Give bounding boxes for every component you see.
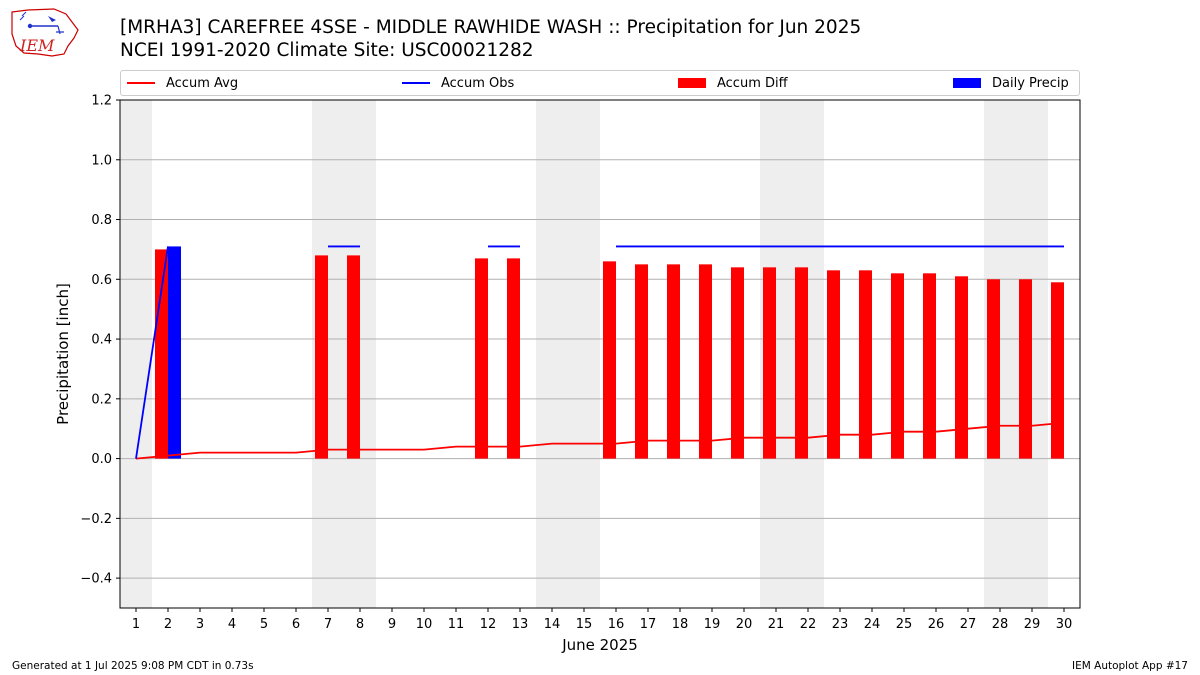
x-tick-label: 12 (480, 617, 497, 632)
x-axis-label: June 2025 (561, 636, 638, 654)
x-tick-label: 10 (416, 617, 433, 632)
accum-obs-line (135, 246, 169, 459)
y-tick-label: 0.4 (91, 333, 112, 348)
weekend-shade (120, 100, 152, 608)
legend-label-accum-diff: Accum Diff (717, 75, 788, 91)
x-tick-label: 1 (132, 617, 140, 632)
iem-logo: IEM (11, 8, 79, 57)
chart-title: [MRHA3] CAREFREE 4SSE - MIDDLE RAWHIDE W… (120, 17, 862, 38)
footer-generated: Generated at 1 Jul 2025 9:08 PM CDT in 0… (12, 660, 254, 672)
x-tick-label: 24 (864, 617, 881, 632)
x-tick-label: 22 (800, 617, 817, 632)
legend-swatch-accum-diff (678, 78, 706, 88)
accum-diff-bar (315, 255, 328, 459)
accum-diff-bar (923, 273, 936, 459)
x-tick-label: 17 (640, 617, 657, 632)
accum-diff-bar (987, 279, 1000, 459)
accum-diff-bar (603, 261, 616, 459)
x-tick-label: 5 (260, 617, 268, 632)
logo-text: IEM (19, 36, 55, 55)
x-tick-label: 4 (228, 617, 236, 632)
x-tick-label: 21 (768, 617, 785, 632)
x-tick-label: 23 (832, 617, 849, 632)
accum-diff-bar (155, 249, 168, 459)
legend-item-daily-precip: Daily Precip (953, 71, 1069, 95)
plot-frame (119, 99, 1081, 609)
legend-item-accum-diff: Accum Diff (678, 71, 788, 95)
accum-diff-bar (1051, 282, 1064, 459)
y-tick-label: 0.8 (91, 213, 112, 228)
x-tick-label: 9 (388, 617, 396, 632)
legend-swatch-daily-precip (953, 78, 981, 88)
x-tick-label: 7 (324, 617, 332, 632)
y-tick-label: 0.0 (91, 452, 112, 467)
legend-label-accum-obs: Accum Obs (441, 75, 515, 91)
legend-swatch-accum-obs (402, 82, 430, 84)
x-tick-label: 29 (1024, 617, 1041, 632)
accum-avg-line (135, 421, 1065, 460)
x-tick-label: 16 (608, 617, 625, 632)
y-axis-label: Precipitation [inch] (54, 283, 72, 425)
accum-diff-bar (507, 258, 520, 459)
footer-app: IEM Autoplot App #17 (1072, 660, 1188, 672)
x-tick-label: 30 (1056, 617, 1073, 632)
accum-diff-bar (731, 267, 744, 459)
accum-diff-bar (763, 267, 776, 459)
x-tick-label: 2 (164, 617, 172, 632)
x-tick-label: 20 (736, 617, 753, 632)
accum-diff-bar (475, 258, 488, 459)
x-tick-label: 25 (896, 617, 913, 632)
x-tick-label: 28 (992, 617, 1009, 632)
x-tick-label: 18 (672, 617, 689, 632)
x-tick-label: 27 (960, 617, 977, 632)
x-tick-label: 26 (928, 617, 945, 632)
accum-diff-bar (955, 276, 968, 459)
x-tick-label: 6 (292, 617, 300, 632)
accum-diff-bar (699, 264, 712, 459)
x-tick-label: 3 (196, 617, 204, 632)
x-tick-label: 14 (544, 617, 561, 632)
chart-subtitle: NCEI 1991-2020 Climate Site: USC00021282 (120, 40, 534, 61)
y-tick-label: 0.2 (91, 392, 112, 407)
accum-diff-bar (891, 273, 904, 459)
y-tick-label: 1.2 (91, 94, 112, 109)
accum-diff-bar (635, 264, 648, 459)
accum-diff-bar (827, 270, 840, 459)
legend-label-daily-precip: Daily Precip (992, 75, 1069, 91)
x-tick-label: 8 (356, 617, 364, 632)
accum-diff-bar (859, 270, 872, 459)
accum-diff-bar (347, 255, 360, 459)
y-tick-label: 0.6 (91, 273, 112, 288)
accum-diff-bar (795, 267, 808, 459)
y-tick-label: −0.4 (80, 572, 112, 587)
legend-item-accum-avg: Accum Avg (127, 71, 238, 95)
accum-diff-bar (1019, 279, 1032, 459)
daily-precip-bar (168, 246, 181, 459)
y-tick-label: 1.0 (91, 153, 112, 168)
x-tick-label: 19 (704, 617, 721, 632)
legend-label-accum-avg: Accum Avg (166, 75, 239, 91)
y-tick-label: −0.2 (80, 512, 112, 527)
accum-diff-bar (667, 264, 680, 459)
weekend-shade (536, 100, 600, 608)
x-tick-label: 15 (576, 617, 593, 632)
legend: Accum Avg Accum Obs Accum Diff Daily Pre… (120, 70, 1080, 96)
x-tick-label: 13 (512, 617, 529, 632)
legend-item-accum-obs: Accum Obs (402, 71, 514, 95)
x-tick-label: 11 (448, 617, 465, 632)
legend-swatch-accum-avg (127, 82, 155, 84)
